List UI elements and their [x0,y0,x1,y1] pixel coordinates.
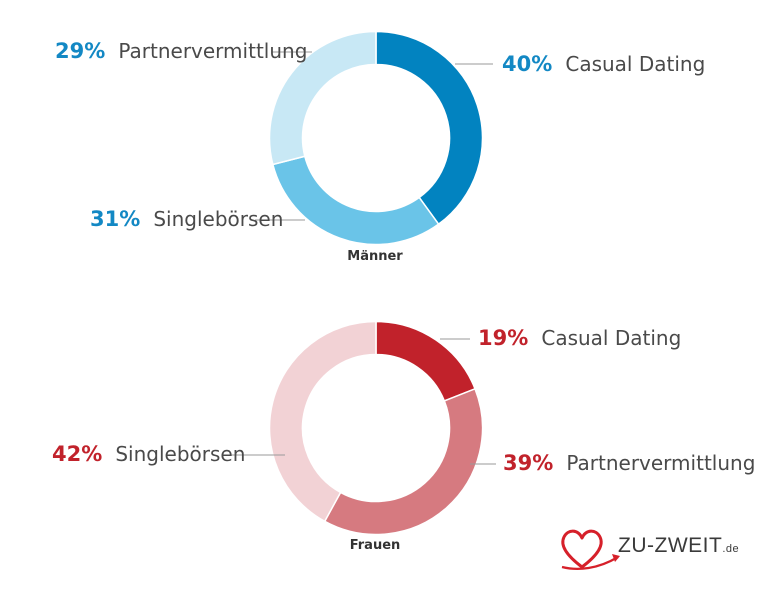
slice-percent: 29% [55,39,105,63]
slice-category: Singlebörsen [153,207,283,231]
labels-maenner: 40% Casual Dating 29% Partnervermittlung… [55,39,705,264]
slice-label-singleboersen: 42% Singlebörsen [52,442,245,466]
slice-label-casual-dating: 40% Casual Dating [502,52,705,76]
chart-title-maenner: Männer [347,249,403,264]
labels-frauen: 19% Casual Dating 39% Partnervermittlung… [52,326,755,553]
donut-maenner [268,30,484,246]
slice-category: Partnervermittlung [118,39,307,63]
donut-slice-casual-dating [375,320,476,402]
slice-label-partnervermittlung: 39% Partnervermittlung [503,451,755,475]
slice-category: Partnervermittlung [566,451,755,475]
donut-slice-singleb-rsen [268,320,377,523]
slice-label-casual-dating: 19% Casual Dating [478,326,681,350]
donut-slice-casual-dating [375,30,484,226]
slice-percent: 42% [52,442,102,466]
slice-percent: 39% [503,451,553,475]
slice-category: Casual Dating [541,326,681,350]
chart-title-frauen: Frauen [350,538,401,553]
donut-slice-partnervermittlung [268,30,377,166]
slice-percent: 19% [478,326,528,350]
donut-slice-singleb-rsen [271,155,440,246]
brand-name: ZU-ZWEIT [618,534,723,557]
slice-label-singleboersen: 31% Singlebörsen [90,207,283,231]
slice-percent: 31% [90,207,140,231]
donut-frauen [268,320,484,536]
slice-category: Singlebörsen [115,442,245,466]
brand-tld: .de [722,543,740,555]
slice-category: Casual Dating [565,52,705,76]
heart-arrow-icon [561,529,620,570]
slice-percent: 40% [502,52,552,76]
donut-slice-partnervermittlung [323,387,484,536]
slice-label-partnervermittlung: 29% Partnervermittlung [55,39,307,63]
brand-logo: ZU-ZWEIT.de [618,534,739,558]
